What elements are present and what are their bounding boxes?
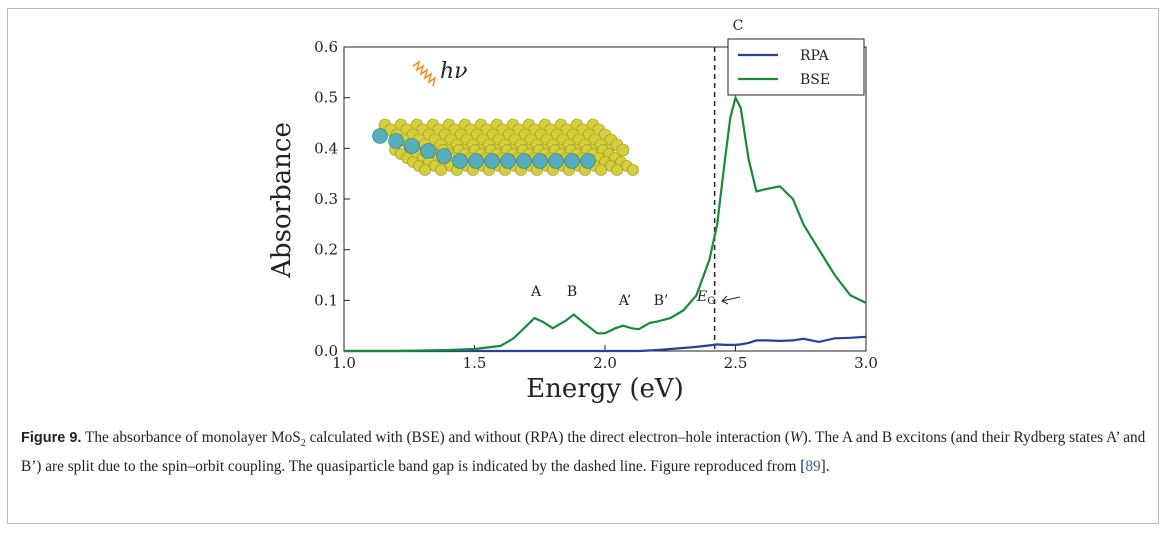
atom xyxy=(388,133,404,149)
atom xyxy=(435,164,447,176)
atom xyxy=(452,153,468,169)
caption: Figure 9. The absorbance of monolayer Mo… xyxy=(21,427,1146,478)
caption-text: ). The A and B excitons (and their Rydbe… xyxy=(21,429,1146,475)
x-tick-label: 1.0 xyxy=(332,354,356,372)
gap-label: EG xyxy=(696,289,715,307)
figure-frame xyxy=(7,8,1159,524)
atom xyxy=(564,153,580,169)
inset-illustration xyxy=(372,118,639,176)
x-tick-label: 3.0 xyxy=(854,354,878,372)
series-line xyxy=(344,94,867,353)
chart: hν EG Energy (eV) Absorbance 1.0 1.5 2.0 2.… xyxy=(267,18,878,404)
legend-label: BSE xyxy=(800,72,830,88)
gap-subscript: G xyxy=(707,296,715,307)
atom xyxy=(595,164,607,176)
atom xyxy=(516,153,532,169)
caption-reference[interactable]: 89 xyxy=(805,457,821,475)
caption-italic: W xyxy=(789,429,803,446)
peak-label: A xyxy=(530,284,542,300)
atom xyxy=(404,138,420,154)
y-tick-label: 0.0 xyxy=(314,342,338,360)
caption-text: ]. xyxy=(820,457,830,475)
atom xyxy=(627,164,639,176)
caption-text: calculated with (BSE) and without (RPA) … xyxy=(305,429,790,446)
y-tick-label: 0.1 xyxy=(314,291,338,309)
x-axis-label: Energy (eV) xyxy=(526,374,684,404)
atom xyxy=(548,153,564,169)
y-tick-label: 0.4 xyxy=(314,139,338,157)
caption-label: Figure 9. xyxy=(21,430,82,446)
atom xyxy=(532,153,548,169)
atom xyxy=(468,153,484,169)
x-tick-label: 2.5 xyxy=(724,354,748,372)
y-tick-label: 0.5 xyxy=(314,89,338,107)
peak-label: B’ xyxy=(654,293,669,309)
peak-label: B xyxy=(567,284,577,300)
atom xyxy=(420,143,436,159)
atom xyxy=(611,164,623,176)
atom xyxy=(616,143,630,157)
peak-label: A’ xyxy=(618,293,632,309)
caption-text: The absorbance of monolayer MoS xyxy=(81,429,301,446)
atom xyxy=(372,128,388,144)
series-line xyxy=(344,335,867,353)
y-tick-label: 0.3 xyxy=(314,190,338,208)
x-tick-label: 2.0 xyxy=(593,354,617,372)
atom xyxy=(500,153,516,169)
gap-arrow xyxy=(721,295,741,305)
atom xyxy=(419,164,431,176)
legend-label: RPA xyxy=(800,48,830,64)
atom xyxy=(580,153,596,169)
atom xyxy=(436,148,452,164)
gap-symbol: E xyxy=(696,289,707,305)
x-tick-label: 1.5 xyxy=(463,354,487,372)
y-axis-label: Absorbance xyxy=(267,122,297,279)
atom xyxy=(484,153,500,169)
peak-label: C xyxy=(733,18,744,34)
inset-label: hν xyxy=(440,59,468,84)
legend-box xyxy=(727,38,865,96)
caption-subscript: 2 xyxy=(300,438,306,450)
photon-wave xyxy=(412,60,437,87)
y-tick-label: 0.6 xyxy=(314,38,338,56)
y-tick-label: 0.2 xyxy=(314,241,338,259)
